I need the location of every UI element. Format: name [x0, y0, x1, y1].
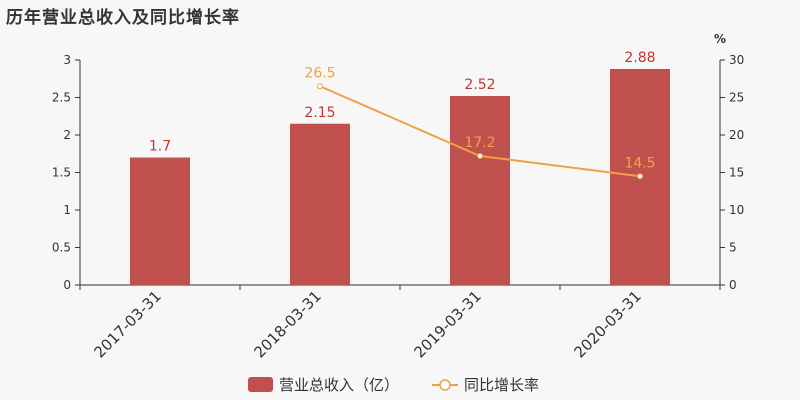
bar-data-label: 2.88 — [624, 50, 655, 66]
line-series — [317, 83, 643, 180]
chart-title: 历年营业总收入及同比增长率 — [6, 8, 240, 28]
bar-data-label: 2.52 — [464, 77, 495, 93]
legend-line-marker — [439, 379, 451, 391]
line-point — [637, 173, 643, 180]
y-left-tick-label: 1 — [63, 203, 71, 217]
y-right-tick-label: 5 — [729, 241, 737, 255]
y-left-tick-label: 0 — [63, 278, 71, 292]
y-left-tick-label: 2 — [63, 128, 71, 142]
x-tick-label: 2017-03-31 — [90, 287, 164, 361]
y-right-tick-label: 15 — [729, 166, 744, 180]
y-right-unit: % — [714, 32, 726, 46]
line-point — [477, 153, 483, 159]
y-right-tick-label: 10 — [729, 203, 744, 217]
legend-bar-swatch — [248, 377, 273, 392]
bar — [130, 157, 190, 285]
data-labels: 1.7 2.15 2.52 2.88 26.5 17.2 14.5 — [149, 50, 656, 171]
line-data-label: 17.2 — [464, 135, 495, 151]
bar — [290, 123, 350, 285]
y-right-tick-label: 20 — [729, 128, 744, 142]
y-left-tick-label: 2.5 — [52, 91, 71, 105]
x-tick-label: 2019-03-31 — [410, 287, 484, 361]
line-data-label: 14.5 — [624, 155, 655, 171]
y-right-tick-label: 25 — [729, 91, 744, 105]
legend: 营业总收入（亿） 同比增长率 — [248, 376, 539, 394]
x-tick-label: 2020-03-31 — [570, 287, 644, 361]
legend-line-label: 同比增长率 — [464, 376, 539, 394]
bar — [450, 96, 510, 285]
line-data-label: 26.5 — [304, 65, 335, 81]
y-left-tick-label: 1.5 — [52, 166, 71, 180]
bar-data-label: 1.7 — [149, 139, 171, 155]
x-tick-label: 2018-03-31 — [250, 287, 324, 361]
y-right-tick-label: 0 — [729, 278, 737, 292]
y-left-tick-label: 0.5 — [52, 241, 71, 255]
bar-series — [130, 69, 670, 285]
legend-bar-label: 营业总收入（亿） — [279, 376, 399, 394]
y-left-tick-label: 3 — [63, 53, 71, 67]
line-point — [317, 83, 323, 90]
bar-data-label: 2.15 — [304, 105, 335, 121]
y-right-tick-label: 30 — [729, 53, 744, 67]
